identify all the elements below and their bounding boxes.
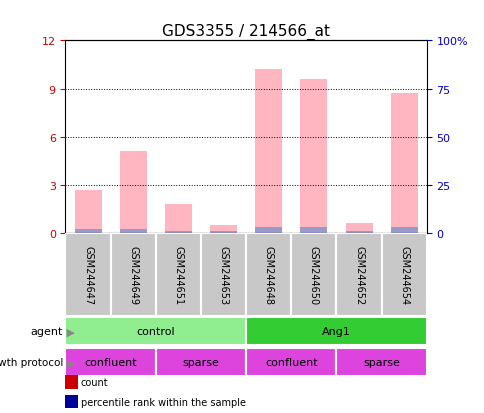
Bar [300, 228, 327, 233]
Bar [345, 224, 372, 233]
Text: confluent: confluent [264, 357, 317, 368]
Bar [120, 229, 147, 233]
Bar [245, 233, 291, 316]
Text: GSM244650: GSM244650 [308, 245, 318, 304]
Text: control: control [136, 326, 175, 337]
Bar [390, 228, 417, 233]
Bar [255, 228, 282, 233]
Bar [120, 152, 147, 233]
Text: ▶: ▶ [63, 326, 75, 337]
Bar [345, 231, 372, 233]
Text: agent: agent [30, 326, 63, 337]
Text: percentile rank within the sample: percentile rank within the sample [81, 397, 245, 407]
Text: GSM244651: GSM244651 [173, 245, 183, 304]
Bar [155, 233, 200, 316]
Bar [390, 94, 417, 233]
Text: GSM244653: GSM244653 [218, 245, 228, 304]
Bar [245, 349, 336, 376]
Bar [210, 232, 237, 233]
Bar [210, 225, 237, 233]
Bar [200, 233, 245, 316]
Text: sparse: sparse [363, 357, 399, 368]
Text: confluent: confluent [84, 357, 136, 368]
Text: ▶: ▶ [63, 357, 75, 368]
Bar [65, 349, 155, 376]
Text: Ang1: Ang1 [321, 326, 350, 337]
Text: GSM244652: GSM244652 [353, 245, 363, 304]
Bar [336, 349, 426, 376]
Bar [291, 233, 336, 316]
Text: GSM244654: GSM244654 [398, 245, 408, 304]
Bar [300, 80, 327, 233]
Bar [255, 70, 282, 233]
Bar [65, 233, 110, 316]
Text: growth protocol: growth protocol [0, 357, 63, 368]
Text: GSM244648: GSM244648 [263, 245, 273, 304]
Bar [165, 204, 192, 233]
Text: sparse: sparse [182, 357, 219, 368]
Bar [245, 318, 426, 345]
Bar [336, 233, 381, 316]
Bar [110, 233, 155, 316]
Text: GSM244647: GSM244647 [83, 245, 93, 304]
Bar [75, 190, 101, 233]
Bar [381, 233, 426, 316]
Bar [75, 230, 101, 233]
Text: count: count [81, 377, 108, 387]
Text: GSM244649: GSM244649 [128, 245, 138, 304]
Bar [155, 349, 245, 376]
Bar [165, 231, 192, 233]
Title: GDS3355 / 214566_at: GDS3355 / 214566_at [162, 24, 330, 40]
Bar [65, 318, 245, 345]
